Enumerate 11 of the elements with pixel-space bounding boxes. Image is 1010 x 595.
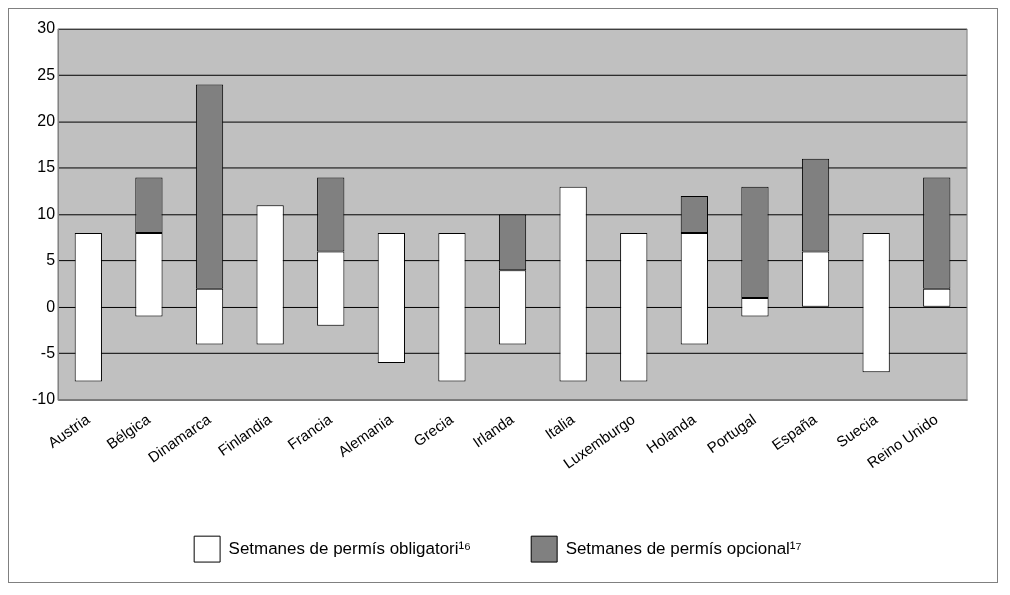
y-tick-label: 5 (46, 251, 56, 269)
y-tick-label: 10 (37, 204, 56, 222)
y-tick-label: -10 (31, 390, 56, 408)
y-tick-label: 25 (37, 65, 56, 83)
y-tick-label: -5 (40, 344, 56, 362)
y-tick-label: 15 (37, 158, 56, 176)
legend-label: Setmanes de permís opcional¹⁷ (565, 538, 802, 558)
y-tick-label: 20 (37, 112, 56, 130)
legend-label: Setmanes de permís obligatori¹⁶ (228, 538, 472, 558)
y-tick-label: 0 (46, 297, 56, 315)
y-tick-label: 30 (37, 19, 56, 37)
